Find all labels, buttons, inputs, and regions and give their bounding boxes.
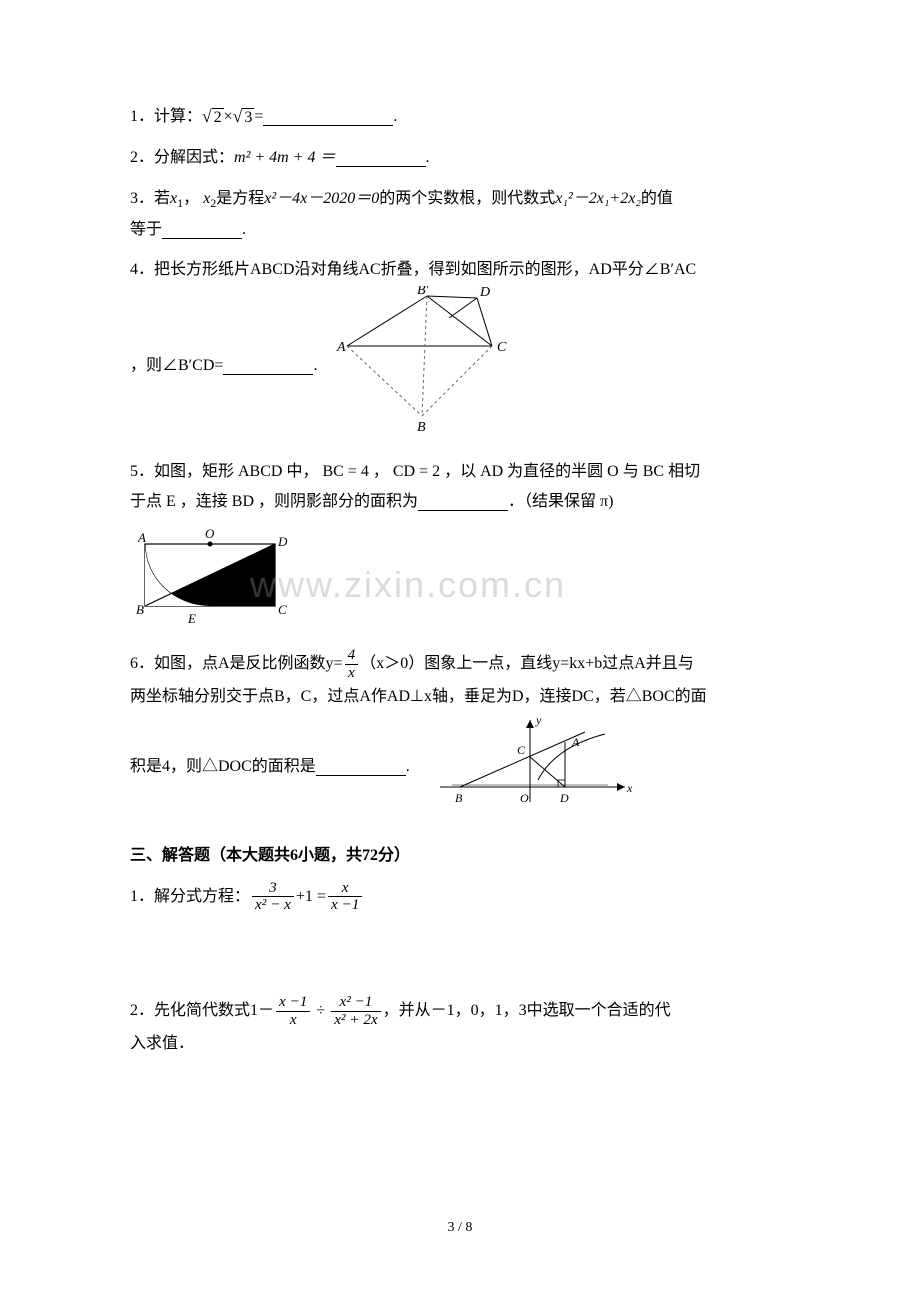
q1-op: × (224, 102, 233, 132)
svg-text:D: D (559, 791, 569, 805)
sqrt-2: √2 (202, 100, 224, 133)
figure-q4: A B′ C D B (327, 286, 537, 447)
q6-blank (316, 759, 406, 777)
svg-text:B: B (417, 420, 426, 435)
svg-text:A: A (571, 735, 580, 749)
question-2: 2．分解因式： m² + 4m + 4 ＝ . (130, 143, 800, 173)
sqrt-3: √3 (233, 100, 255, 133)
q1-period: . (393, 102, 397, 132)
section3-problem-1: 1．解分式方程： 3 x² − x +1 = x x −1 (130, 880, 800, 914)
section3-problem-2: 2．先化简代数式1－ x −1 x ÷ x² −1 x² + 2x ，并从－1，… (130, 994, 800, 1059)
question-5: 5．如图，矩形 ABCD 中， BC = 4 ， CD = 2 ，以 AD 为直… (130, 457, 800, 637)
page-number: 3 / 8 (0, 1215, 920, 1242)
question-3: 3．若x1， x2是方程x²－4x－2020＝0的两个实数根，则代数式x₁²－2… (130, 184, 800, 245)
question-1: 1．计算： √2 × √3 = . (130, 100, 800, 133)
svg-text:D: D (479, 286, 490, 300)
svg-text:O: O (205, 526, 215, 541)
q6-fraction: 4 x (345, 647, 359, 681)
figure-q5: A D B C E O www.zixin.com.cn (130, 526, 800, 637)
figure-q6: A B C D O x y (430, 712, 640, 823)
section-3-heading: 三、解答题（本大题共6小题，共72分） (130, 841, 800, 871)
q2-prefix: 2．分解因式： (130, 143, 234, 173)
q4-blank (223, 357, 313, 375)
svg-text:x: x (626, 781, 633, 795)
svg-text:A: A (137, 530, 146, 545)
svg-text:O: O (520, 791, 529, 805)
svg-text:y: y (535, 713, 542, 727)
q2-expr: m² + 4m + 4 ＝ (234, 143, 336, 173)
q1-prefix: 1．计算： (130, 102, 202, 132)
q1-eq: = (254, 102, 263, 132)
q2-blank (336, 150, 426, 168)
question-4: 4．把长方形纸片ABCD沿对角线AC折叠，得到如图所示的图形，AD平分∠B′AC… (130, 255, 800, 447)
svg-text:C: C (497, 340, 507, 355)
svg-text:C: C (278, 602, 287, 617)
svg-text:B: B (136, 602, 144, 617)
question-6: 6．如图，点A是反比例函数y= 4 x （x＞0）图象上一点，直线y=kx+b过… (130, 647, 800, 823)
svg-text:D: D (277, 534, 288, 549)
svg-text:B: B (455, 791, 463, 805)
svg-text:B′: B′ (417, 286, 430, 298)
q5-blank (418, 494, 508, 512)
svg-text:E: E (187, 611, 196, 626)
svg-text:A: A (336, 340, 346, 355)
q3-blank (162, 221, 242, 239)
q2-period: . (426, 143, 430, 173)
q1-blank (263, 108, 393, 126)
svg-text:C: C (517, 743, 526, 757)
